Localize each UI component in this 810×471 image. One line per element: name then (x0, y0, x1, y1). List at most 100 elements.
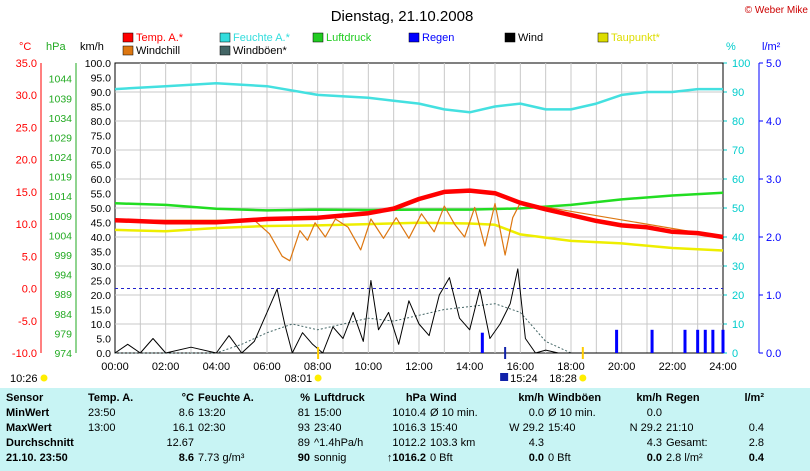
row-label: MaxWert (6, 421, 52, 434)
table-cell: 0.4 (748, 421, 764, 434)
table-cell: 15:40 (430, 421, 458, 434)
wind-tick-label: 35.0 (91, 247, 112, 259)
table-cell: 0.0 (528, 406, 544, 419)
pressure-tick-label: 1019 (49, 172, 73, 184)
pressure-tick-label: 1024 (49, 152, 73, 164)
legend-label: Feuchte A.* (233, 32, 291, 44)
temp-tick-label: -10.0 (12, 348, 37, 360)
temp-tick-label: 5.0 (22, 251, 37, 263)
pressure-tick-label: 984 (54, 309, 72, 321)
humidity-tick-label: 20 (732, 290, 744, 302)
table-row: MaxWert 13:00 16.1 02:30 93 23:40 1016.3… (4, 420, 766, 435)
table-cell: Ø 10 min. (430, 406, 478, 419)
legend-label: Temp. A.* (136, 32, 184, 44)
sunrise-left-time: 10:26 (10, 373, 38, 385)
table-header: % (300, 391, 310, 404)
moon-time: 15:24 (510, 373, 538, 385)
table-row: MinWert 23:50 8.6 13:20 81 15:00 1010.4 … (4, 405, 766, 420)
table-cell: 0.0 (528, 451, 544, 464)
rain-bar (683, 329, 687, 353)
time-tick-label: 14:00 (456, 361, 484, 373)
table-header-row: Sensor Temp. A. °C Feuchte A. % Luftdruc… (4, 390, 766, 405)
series-line (115, 202, 724, 262)
table-cell: W 29.2 (509, 421, 544, 434)
temp-axis-unit: °C (19, 41, 31, 53)
time-tick-label: 04:00 (203, 361, 231, 373)
table-header: km/h (636, 391, 662, 404)
table-cell: 12.67 (166, 436, 194, 449)
sunset-icon (579, 374, 587, 382)
pressure-tick-label: 1034 (49, 113, 73, 125)
table-cell: 89 (297, 436, 310, 449)
sunrise-icon (314, 374, 322, 382)
temp-tick-label: 35.0 (16, 58, 37, 70)
moon-icon (500, 373, 509, 381)
wind-tick-label: 90.0 (91, 87, 112, 99)
rain-bar (615, 329, 619, 353)
table-cell (86, 435, 154, 450)
time-tick-label: 12:00 (405, 361, 433, 373)
wind-tick-label: 40.0 (91, 232, 112, 244)
wind-tick-label: 85.0 (91, 102, 112, 114)
table-cell: 90 (297, 451, 310, 464)
wind-tick-label: 65.0 (91, 160, 112, 172)
table-cell: 1012.2 (392, 436, 426, 449)
table-cell: 13:20 (198, 406, 226, 419)
table-header: Feuchte A. (198, 391, 254, 404)
humidity-axis-unit: % (726, 41, 736, 53)
pressure-axis-unit: hPa (46, 41, 66, 53)
time-tick-label: 16:00 (507, 361, 535, 373)
chart-title: Dienstag, 21.10.2008 (331, 8, 474, 25)
series-line (114, 188, 724, 240)
row-label: MinWert (6, 406, 50, 419)
table-header: Regen (666, 391, 700, 404)
time-tick-label: 22:00 (659, 361, 687, 373)
wind-tick-label: 100.0 (85, 58, 111, 70)
sun-markers: 10:26 08:01 18:28 15:24 (10, 347, 587, 385)
table-cell: 23:50 (88, 406, 116, 419)
pressure-tick-label: 1039 (49, 93, 73, 105)
time-tick-label: 20:00 (608, 361, 636, 373)
time-tick-label: 00:00 (101, 361, 129, 373)
humidity-tick-label: 30 (732, 261, 744, 273)
wind-tick-label: 50.0 (91, 203, 112, 215)
time-tick-label: 18:00 (557, 361, 585, 373)
legend-label: Windchill (136, 45, 180, 57)
humidity-tick-label: 40 (732, 232, 744, 244)
series-line (115, 303, 723, 354)
legend-swatch (597, 32, 609, 43)
wind-tick-label: 70.0 (91, 145, 112, 157)
rain-bar (721, 329, 725, 353)
humidity-tick-label: 90 (732, 87, 744, 99)
legend-label: Wind (518, 32, 543, 44)
humidity-tick-label: 50 (732, 203, 744, 215)
wind-tick-label: 80.0 (91, 116, 112, 128)
table-cell: Ø 10 min. (548, 406, 596, 419)
rain-bar (703, 329, 707, 353)
pressure-tick-label: 999 (54, 250, 72, 262)
table-cell: sonnig (314, 451, 347, 464)
table-cell: 15:00 (314, 406, 342, 419)
pressure-tick-label: 979 (54, 328, 72, 340)
table-cell (196, 435, 274, 450)
table-cell: 0 Bft (548, 451, 571, 464)
legend-swatch (504, 32, 516, 43)
time-tick-label: 08:00 (304, 361, 332, 373)
table-cell (86, 450, 154, 465)
table-cell: 7.73 g/m³ (198, 451, 245, 464)
pressure-tick-label: 1044 (49, 74, 73, 86)
rain-bar (696, 329, 700, 353)
table-header: Luftdruck (314, 391, 365, 404)
table-cell: 1016.3 (392, 421, 426, 434)
rain-tick-label: 2.0 (766, 232, 781, 244)
row-label: 21.10. 23:50 (6, 451, 68, 464)
table-cell: 0.0 (646, 451, 662, 464)
rain-bar (650, 329, 654, 353)
table-header: Temp. A. (88, 391, 134, 404)
pressure-tick-label: 1029 (49, 132, 73, 144)
table-cell (546, 435, 616, 450)
table-cell: 13:00 (88, 421, 116, 434)
wind-tick-label: 25.0 (91, 276, 112, 288)
legend-label: Taupunkt* (611, 32, 661, 44)
pressure-tick-label: 989 (54, 289, 72, 301)
